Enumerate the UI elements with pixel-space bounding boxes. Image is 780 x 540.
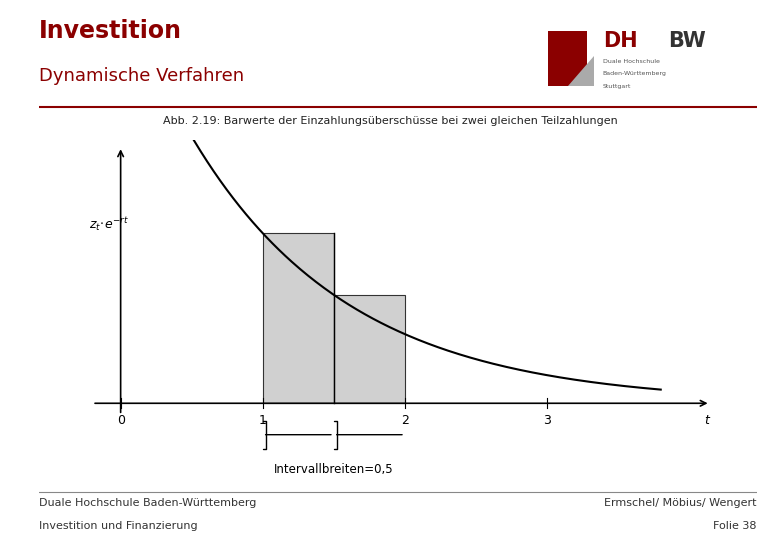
Text: Baden-Württemberg: Baden-Württemberg [603, 71, 667, 77]
Bar [263, 233, 334, 403]
Text: Investition: Investition [39, 19, 182, 43]
Text: BW: BW [668, 31, 706, 51]
Text: Duale Hochschule: Duale Hochschule [603, 59, 660, 64]
Bar [548, 31, 587, 86]
Text: Folie 38: Folie 38 [713, 521, 757, 531]
Text: 2: 2 [401, 414, 409, 427]
Text: 3: 3 [543, 414, 551, 427]
Text: 0: 0 [117, 414, 125, 427]
Text: Abb. 2.19: Barwerte der Einzahlungsüberschüsse bei zwei gleichen Teilzahlungen: Abb. 2.19: Barwerte der Einzahlungsübers… [162, 117, 618, 126]
Bar [334, 295, 405, 403]
Text: Stuttgart: Stuttgart [603, 84, 631, 89]
Text: 1: 1 [259, 414, 267, 427]
Text: Intervallbreiten=0,5: Intervallbreiten=0,5 [274, 463, 394, 476]
Text: Dynamische Verfahren: Dynamische Verfahren [39, 66, 244, 85]
Polygon shape [568, 56, 594, 86]
Text: Duale Hochschule Baden-Württemberg: Duale Hochschule Baden-Württemberg [39, 498, 257, 509]
Text: t: t [704, 414, 709, 427]
Text: Ermschel/ Möbius/ Wengert: Ermschel/ Möbius/ Wengert [604, 498, 757, 509]
Text: DH: DH [603, 31, 637, 51]
Text: $z_t \!\cdot\! e^{-rt}$: $z_t \!\cdot\! e^{-rt}$ [90, 215, 129, 233]
Text: Investition und Finanzierung: Investition und Finanzierung [39, 521, 197, 531]
